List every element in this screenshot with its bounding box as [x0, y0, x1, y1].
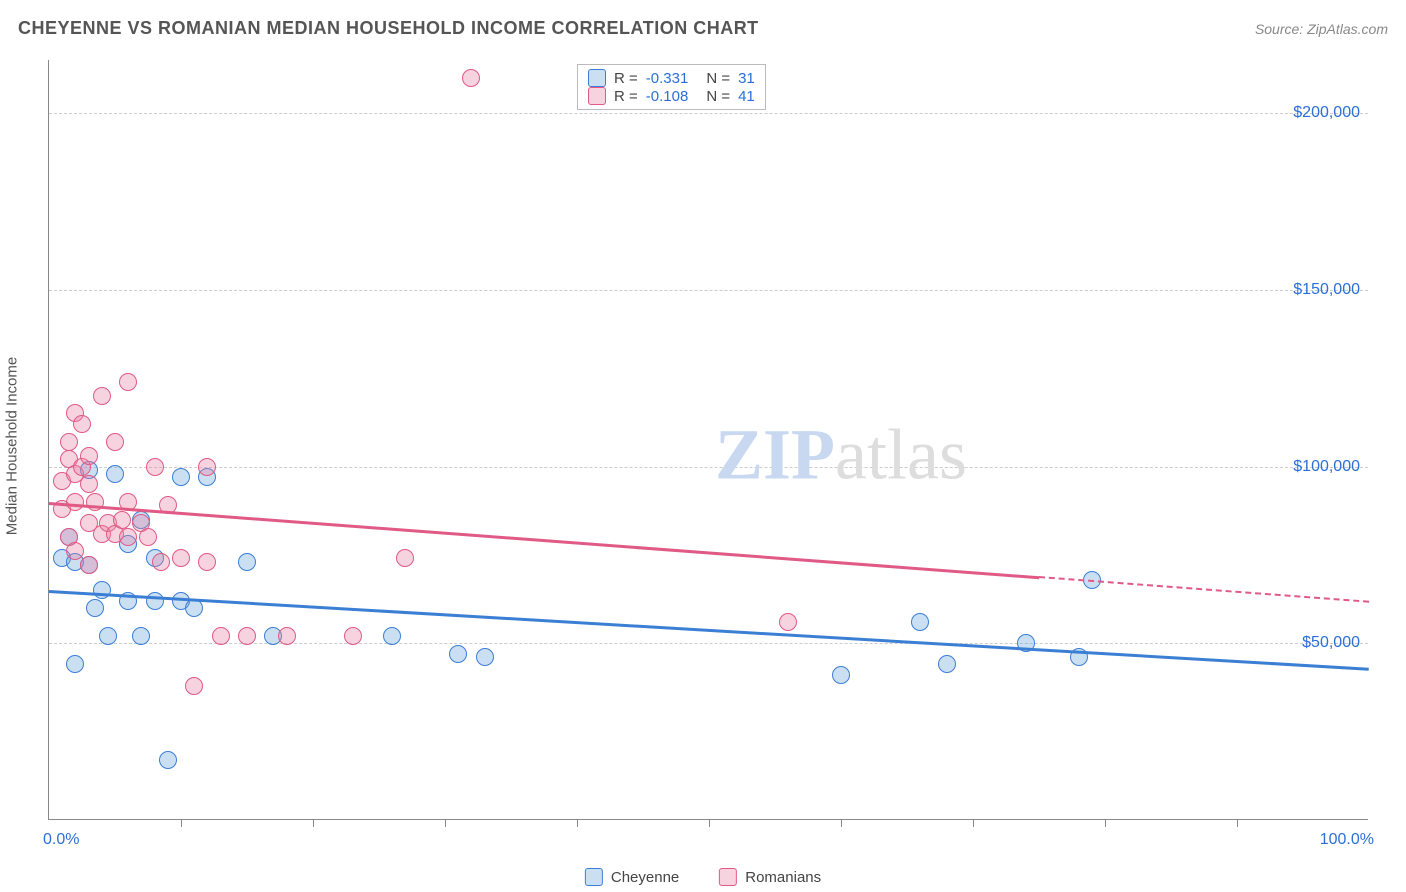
x-tick-label: 100.0% — [1320, 831, 1374, 849]
stats-swatch — [588, 87, 606, 105]
legend: Cheyenne Romanians — [585, 868, 821, 886]
y-tick-label: $50,000 — [1302, 634, 1360, 652]
data-point-cheyenne — [172, 468, 190, 486]
x-tick — [445, 819, 446, 827]
x-tick — [313, 819, 314, 827]
data-point-cheyenne — [449, 645, 467, 663]
data-point-romanians — [152, 553, 170, 571]
data-point-cheyenne — [383, 627, 401, 645]
data-point-romanians — [344, 627, 362, 645]
data-point-cheyenne — [185, 599, 203, 617]
data-point-romanians — [172, 549, 190, 567]
legend-swatch-cheyenne — [585, 868, 603, 886]
data-point-romanians — [462, 69, 480, 87]
data-point-romanians — [198, 553, 216, 571]
data-point-cheyenne — [938, 655, 956, 673]
scatter-plot-area: $50,000$100,000$150,000$200,0000.0%100.0… — [48, 60, 1368, 820]
stats-row-romanians: R = -0.108 N = 41 — [588, 87, 755, 105]
x-tick — [973, 819, 974, 827]
data-point-romanians — [146, 458, 164, 476]
data-point-romanians — [66, 542, 84, 560]
data-point-romanians — [238, 627, 256, 645]
data-point-cheyenne — [93, 581, 111, 599]
data-point-romanians — [113, 511, 131, 529]
legend-item-romanians: Romanians — [719, 868, 821, 886]
data-point-romanians — [106, 433, 124, 451]
data-point-romanians — [93, 387, 111, 405]
gridline — [49, 290, 1368, 291]
data-point-romanians — [198, 458, 216, 476]
data-point-cheyenne — [476, 648, 494, 666]
y-tick-label: $100,000 — [1293, 458, 1360, 476]
y-axis-label: Median Household Income — [4, 357, 21, 535]
gridline — [49, 113, 1368, 114]
x-tick — [577, 819, 578, 827]
r-value: -0.108 — [646, 88, 689, 105]
trend-line-dash-romanians — [1039, 576, 1369, 603]
data-point-romanians — [212, 627, 230, 645]
trend-line-romanians — [49, 502, 1039, 579]
data-point-cheyenne — [132, 627, 150, 645]
x-tick — [709, 819, 710, 827]
data-point-romanians — [185, 677, 203, 695]
legend-label-romanians: Romanians — [745, 869, 821, 886]
correlation-stats-box: R = -0.331 N = 31 R = -0.108 N = 41 — [577, 64, 766, 110]
data-point-romanians — [80, 447, 98, 465]
x-tick — [841, 819, 842, 827]
stats-row-cheyenne: R = -0.331 N = 31 — [588, 69, 755, 87]
r-label: R = — [614, 70, 638, 87]
x-tick — [181, 819, 182, 827]
data-point-cheyenne — [911, 613, 929, 631]
source-attribution: Source: ZipAtlas.com — [1255, 21, 1388, 37]
watermark: ZIPatlas — [715, 414, 967, 497]
data-point-romanians — [60, 433, 78, 451]
x-tick-label: 0.0% — [43, 831, 79, 849]
data-point-cheyenne — [99, 627, 117, 645]
y-tick-label: $150,000 — [1293, 281, 1360, 299]
gridline — [49, 467, 1368, 468]
data-point-romanians — [66, 493, 84, 511]
data-point-romanians — [119, 373, 137, 391]
data-point-romanians — [779, 613, 797, 631]
data-point-cheyenne — [238, 553, 256, 571]
data-point-romanians — [80, 556, 98, 574]
data-point-cheyenne — [146, 592, 164, 610]
n-label: N = — [706, 88, 730, 105]
n-value: 41 — [738, 88, 755, 105]
n-value: 31 — [738, 70, 755, 87]
data-point-romanians — [278, 627, 296, 645]
chart-title: CHEYENNE VS ROMANIAN MEDIAN HOUSEHOLD IN… — [18, 18, 759, 39]
r-label: R = — [614, 88, 638, 105]
legend-item-cheyenne: Cheyenne — [585, 868, 679, 886]
data-point-romanians — [73, 415, 91, 433]
data-point-romanians — [396, 549, 414, 567]
y-tick-label: $200,000 — [1293, 104, 1360, 122]
data-point-cheyenne — [66, 655, 84, 673]
data-point-cheyenne — [106, 465, 124, 483]
stats-swatch — [588, 69, 606, 87]
x-tick — [1237, 819, 1238, 827]
data-point-romanians — [119, 528, 137, 546]
data-point-cheyenne — [159, 751, 177, 769]
x-tick — [1105, 819, 1106, 827]
data-point-cheyenne — [832, 666, 850, 684]
r-value: -0.331 — [646, 70, 689, 87]
n-label: N = — [706, 70, 730, 87]
data-point-romanians — [139, 528, 157, 546]
legend-swatch-romanians — [719, 868, 737, 886]
data-point-cheyenne — [86, 599, 104, 617]
legend-label-cheyenne: Cheyenne — [611, 869, 679, 886]
data-point-romanians — [80, 475, 98, 493]
